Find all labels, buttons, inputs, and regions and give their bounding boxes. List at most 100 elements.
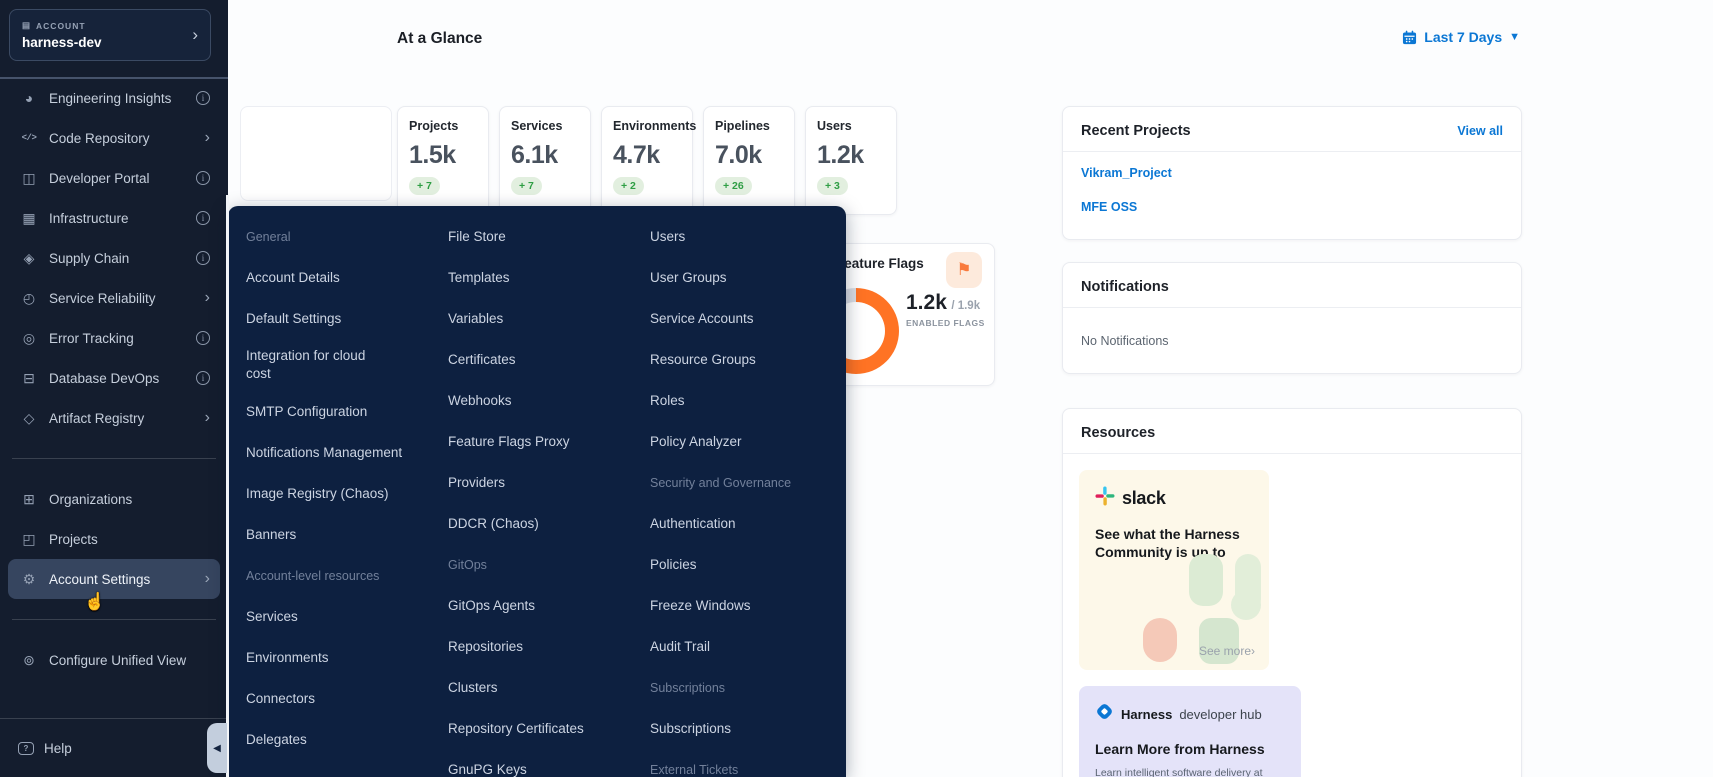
menu-item-authentication[interactable]: Authentication	[650, 516, 736, 531]
sidebar-item-error-tracking[interactable]: ◎ Error Tracking i	[8, 318, 220, 358]
menu-item-repositories[interactable]: Repositories	[448, 639, 524, 654]
sidebar-item-artifact-registry[interactable]: ◇ Artifact Registry ›	[8, 398, 220, 438]
sidebar-header-divider	[0, 77, 228, 79]
stat-label: Pipelines	[715, 119, 770, 133]
menu-item-repository-certificates[interactable]: Repository Certificates	[448, 721, 584, 736]
sidebar-item-infrastructure[interactable]: ▦ Infrastructure i	[8, 198, 220, 238]
sidebar-item-label: Configure Unified View	[49, 652, 187, 668]
slack-logo-icon	[1095, 486, 1115, 511]
menu-item-user-groups[interactable]: User Groups	[650, 270, 727, 285]
menu-section-general: General	[246, 229, 291, 244]
sidebar-collapse-handle[interactable]: ◀	[207, 723, 227, 773]
menu-item-webhooks[interactable]: Webhooks	[448, 393, 512, 408]
stat-card-users[interactable]: Users 1.2k + 3	[805, 106, 897, 215]
menu-item-resource-groups[interactable]: Resource Groups	[650, 352, 756, 367]
sidebar-item-projects[interactable]: ◰ Projects	[8, 519, 220, 559]
sidebar-item-account-settings[interactable]: ⚙ Account Settings ›	[8, 559, 220, 599]
sidebar-item-label: Account Settings	[49, 571, 151, 587]
menu-item-environments[interactable]: Environments	[246, 650, 329, 666]
menu-item-services[interactable]: Services	[246, 609, 298, 625]
menu-item-gnupg-keys[interactable]: GnuPG Keys	[448, 762, 527, 777]
menu-section-security-and-governance: Security and Governance	[650, 475, 792, 490]
sidebar-item-engineering-insights[interactable]: ◕ Engineering Insights i	[8, 78, 220, 118]
stat-card-pipelines[interactable]: Pipelines 7.0k + 26	[703, 106, 795, 215]
menu-item-templates[interactable]: Templates	[448, 270, 510, 285]
infrastructure-icon: ▦	[22, 209, 36, 226]
sidebar-item-database-devops[interactable]: ⊟ Database DevOps i	[8, 358, 220, 398]
resource-tile-learn-more-from-harness[interactable]: Harness developer hub Learn More from Harn…	[1079, 686, 1301, 777]
menu-item-integration-for-cloud-cost[interactable]: Integration for cloud cost	[246, 348, 366, 382]
brand-suffix: developer hub	[1179, 706, 1262, 722]
menu-item-service-accounts[interactable]: Service Accounts	[650, 311, 754, 326]
sidebar-resize-rail[interactable]	[226, 195, 229, 777]
sidebar-item-organizations[interactable]: ⊞ Organizations	[8, 479, 220, 519]
configure-unified-view-icon: ⊚	[23, 651, 35, 668]
chevron-right-icon: ›	[192, 25, 198, 44]
menu-item-freeze-windows[interactable]: Freeze Windows	[650, 598, 751, 613]
resource-subtitle: Learn intelligent software delivery at y…	[1095, 767, 1263, 777]
resource-title: Learn More from Harness	[1095, 741, 1265, 757]
sidebar-item-developer-portal[interactable]: ◫ Developer Portal i	[8, 158, 220, 198]
sidebar: ▤ ACCOUNT harness-dev › ◕ Engineering Ins…	[0, 0, 228, 777]
menu-item-account-details[interactable]: Account Details	[246, 270, 340, 285]
menu-item-smtp-configuration[interactable]: SMTP Configuration	[246, 404, 368, 420]
sidebar-item-label: Engineering Insights	[49, 90, 172, 106]
stat-delta-badge: + 2	[613, 177, 644, 195]
view-all-link[interactable]: View all	[1457, 124, 1503, 138]
menu-item-banners[interactable]: Banners	[246, 527, 297, 543]
chevron-right-icon: ›	[204, 129, 210, 146]
sidebar-footer-divider	[0, 718, 228, 719]
stat-delta-badge: + 7	[511, 177, 542, 195]
menu-item-file-store[interactable]: File Store	[448, 229, 506, 244]
total-flags-value: / 1.9k	[951, 300, 981, 312]
decorative-shape	[1143, 618, 1177, 662]
menu-item-providers[interactable]: Providers	[448, 475, 506, 490]
supply-chain-icon: ◈	[23, 249, 35, 266]
menu-item-gitops-agents[interactable]: GitOps Agents	[448, 598, 536, 613]
menu-item-policies[interactable]: Policies	[650, 557, 697, 572]
menu-item-roles[interactable]: Roles	[650, 393, 685, 408]
menu-item-delegates[interactable]: Delegates	[246, 732, 307, 748]
menu-item-certificates[interactable]: Certificates	[448, 352, 516, 367]
menu-item-audit-trail[interactable]: Audit Trail	[650, 639, 711, 654]
menu-item-clusters[interactable]: Clusters	[448, 680, 498, 695]
stat-card-projects[interactable]: Projects 1.5k + 7	[397, 106, 489, 215]
recent-projects-card: Recent Projects View all Vikram_Project M…	[1062, 106, 1522, 240]
stat-value: 1.5k	[409, 141, 456, 169]
menu-item-ddcr-chaos[interactable]: DDCR (Chaos)	[448, 516, 539, 531]
see-more-link[interactable]: See more›	[1198, 644, 1255, 658]
menu-section-account-level-resources: Account-level resources	[246, 568, 380, 583]
resources-title: Resources	[1081, 425, 1156, 441]
menu-item-subscriptions[interactable]: Subscriptions	[650, 721, 732, 736]
account-selector[interactable]: ▤ ACCOUNT harness-dev ›	[9, 9, 211, 61]
menu-item-image-registry-chaos[interactable]: Image Registry (Chaos)	[246, 486, 389, 502]
menu-item-variables[interactable]: Variables	[448, 311, 504, 326]
sidebar-item-configure-unified-view[interactable]: ⊚ Configure Unified View	[8, 640, 220, 680]
stat-delta-badge: + 3	[817, 177, 848, 195]
menu-item-default-settings[interactable]: Default Settings	[246, 311, 342, 326]
sidebar-item-help[interactable]: ? Help	[0, 719, 228, 777]
sidebar-item-code-repository[interactable]: </> Code Repository ›	[8, 118, 220, 158]
sidebar-item-label: Artifact Registry	[49, 410, 145, 426]
menu-item-policy-analyzer[interactable]: Policy Analyzer	[650, 434, 742, 449]
stat-card-services[interactable]: Services 6.1k + 7	[499, 106, 591, 215]
project-link-mfe-oss[interactable]: MFE OSS	[1081, 200, 1138, 214]
sidebar-item-label: Projects	[49, 531, 98, 547]
info-icon: i	[196, 91, 210, 105]
resource-tile-see-what-the-harness-community-is-up-to[interactable]: slack See what the Harness Community is u…	[1079, 470, 1269, 670]
menu-item-notifications-management[interactable]: Notifications Management	[246, 445, 403, 461]
stat-label: Users	[817, 119, 852, 133]
sidebar-item-supply-chain[interactable]: ◈ Supply Chain i	[8, 238, 220, 278]
sidebar-item-label: Infrastructure	[49, 210, 129, 226]
projects-icon: ◰	[22, 530, 36, 547]
menu-item-feature-flags-proxy[interactable]: Feature Flags Proxy	[448, 434, 570, 449]
stat-delta-badge: + 26	[715, 177, 752, 195]
stat-card-environments[interactable]: Environments 4.7k + 2	[601, 106, 696, 215]
menu-item-users[interactable]: Users	[650, 229, 686, 244]
date-range-filter[interactable]: Last 7 Days ▼	[1402, 29, 1520, 45]
account-settings-menu: General Account Details Default Settings In…	[228, 206, 846, 777]
stat-value: 6.1k	[511, 141, 558, 169]
sidebar-item-service-reliability[interactable]: ◴ Service Reliability ›	[8, 278, 220, 318]
project-link-vikram-project[interactable]: Vikram_Project	[1081, 166, 1172, 180]
menu-item-connectors[interactable]: Connectors	[246, 691, 316, 707]
